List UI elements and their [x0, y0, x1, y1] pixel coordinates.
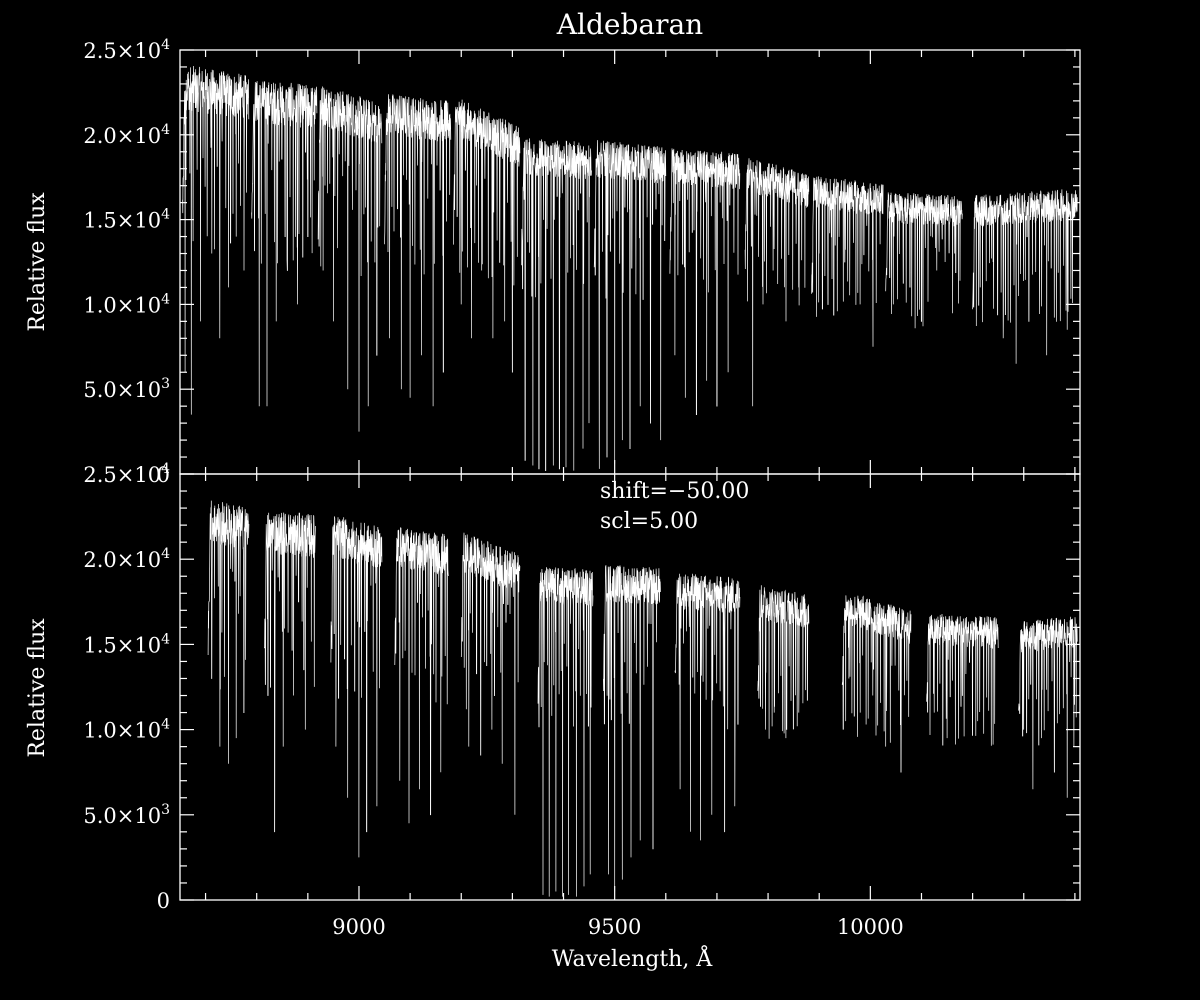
y-tick-label: 1.5×104: [83, 631, 170, 657]
top-spectrum: [182, 65, 1078, 471]
spectrum-order-1: [207, 500, 250, 764]
spectrum-order-12: [972, 189, 1078, 364]
spectrum-order-8: [674, 573, 741, 841]
spectrum-order-5: [460, 532, 521, 815]
spectrum-order-10: [811, 176, 884, 347]
spectrum-order-3: [317, 86, 383, 432]
spectrum-order-7: [603, 565, 661, 892]
spectrum-order-4: [384, 94, 452, 407]
spectrum-order-9: [757, 585, 810, 739]
spectrum-order-2: [251, 81, 318, 407]
x-axis-label: Wavelength, Å: [552, 944, 714, 972]
spectrum-order-1: [182, 65, 250, 415]
bottom-y-axis-label: Relative flux: [25, 618, 50, 758]
chart-title: Aldebaran: [556, 8, 703, 41]
y-tick-label: 2.0×104: [83, 122, 170, 148]
spectrum-order-6: [537, 567, 594, 897]
spectrum-order-8: [669, 148, 741, 415]
scale-annotation: scl=5.00: [600, 509, 698, 534]
top-y-axis-label: Relative flux: [25, 192, 50, 332]
top-panel: Relative flux 0 5.0×103 1.0×104 1.5×104 2.0×…: [25, 37, 1081, 487]
x-axis-ticks: 9000 9500 10000: [332, 915, 903, 939]
spectrum-order-10: [841, 595, 912, 773]
spectrum-order-12: [1018, 616, 1078, 798]
bottom-spectrum: [207, 500, 1078, 897]
x-tick-label: 10000: [837, 915, 904, 939]
spectrum-order-5: [453, 99, 521, 373]
x-tick-label: 9500: [588, 915, 641, 939]
y-tick-label: 2.0×104: [83, 546, 170, 572]
spectrum-order-11: [926, 613, 999, 746]
shift-annotation: shift=−50.00: [600, 479, 749, 504]
y-tick-label: 1.0×104: [83, 717, 170, 743]
spectrum-order-2: [264, 512, 316, 833]
y-tick-label: 0: [157, 889, 170, 913]
y-tick-label: 5.0×103: [83, 802, 170, 828]
spectrum-order-7: [593, 140, 667, 469]
bottom-plot-frame: [179, 473, 1081, 901]
bottom-axes: 0 5.0×103 1.0×104 1.5×104 2.0×104 2.5×104: [83, 461, 1080, 913]
spectrum-order-6: [521, 138, 592, 471]
spectrum-order-9: [744, 158, 810, 407]
y-tick-label: 1.5×104: [83, 207, 170, 233]
bottom-panel: Relative flux 0 5.0×103 1.0×104 1.5×104 2.0×…: [25, 461, 1081, 913]
spectrum-order-4: [394, 527, 449, 824]
top-axes: 0 5.0×103 1.0×104 1.5×104 2.0×104 2.5×104: [83, 37, 1080, 487]
x-tick-label: 9000: [332, 915, 385, 939]
y-tick-label: 1.0×104: [83, 291, 170, 317]
y-tick-label: 5.0×103: [83, 376, 170, 402]
spectrum-order-3: [330, 516, 383, 858]
y-tick-label: 2.5×104: [83, 461, 170, 487]
spectrum-order-11: [885, 192, 963, 329]
y-tick-label: 0: [157, 463, 170, 487]
y-tick-label: 2.5×104: [83, 37, 170, 63]
